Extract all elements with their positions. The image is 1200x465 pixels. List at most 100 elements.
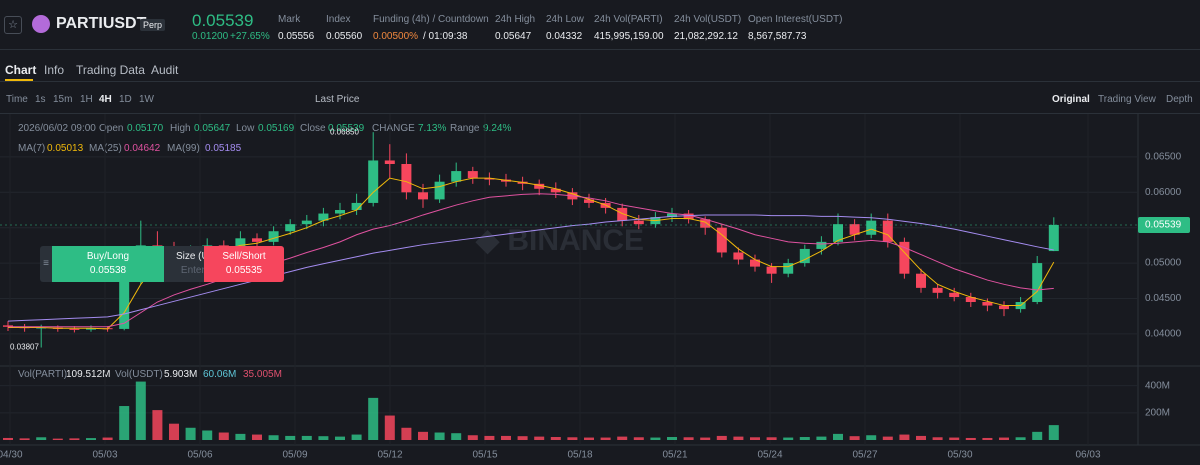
candle-body (484, 178, 495, 180)
volume-bar (69, 438, 80, 440)
volume-bar (667, 437, 677, 440)
interval[interactable]: 1H (80, 94, 93, 105)
x-tick-label: 05/15 (472, 450, 497, 461)
volume-bar (202, 430, 213, 440)
tab[interactable]: Info (44, 63, 65, 77)
volume-bar (1032, 431, 1043, 440)
candle-body (716, 227, 727, 253)
x-tick-label: 06/03 (1075, 450, 1100, 461)
sell-button[interactable]: Sell/Short 0.05535 (204, 246, 284, 282)
candle-body (368, 160, 379, 203)
volume-bar (252, 434, 262, 440)
volume-bar (418, 431, 428, 440)
candle-body (633, 220, 644, 225)
volume-bar (899, 434, 910, 440)
volume-bar (86, 438, 96, 440)
x-tick-label: 05/18 (567, 450, 592, 461)
volume-bar (733, 436, 744, 440)
candle-body (318, 213, 329, 221)
favorite-star[interactable]: ☆ (4, 16, 22, 34)
legend-label: Range (450, 123, 480, 134)
volume-bar (401, 427, 412, 440)
volume-bar (36, 437, 47, 440)
candle-body (401, 164, 412, 193)
vol-label: Vol(USDT) (115, 369, 163, 380)
volume-bar (799, 437, 810, 440)
candle-body (335, 210, 345, 214)
volume-bar (102, 437, 113, 440)
legend-label: Low (236, 123, 255, 134)
vol-label: Vol(PARTI) (18, 369, 68, 380)
interval[interactable]: 15m (53, 94, 73, 105)
y-tick-label: 0.05000 (1145, 258, 1182, 269)
view-option[interactable]: Trading View (1098, 94, 1156, 105)
stat-value: 0.00500% (373, 31, 419, 42)
legend-date: 2026/06/02 09:00 (18, 123, 96, 134)
volume-bar (849, 436, 860, 440)
candle-body (1032, 263, 1043, 303)
tab[interactable]: Trading Data (76, 63, 145, 77)
volume-bar (368, 397, 379, 440)
volume-bar (467, 435, 478, 440)
symbol[interactable]: PARTIUSDT (56, 15, 147, 32)
volume-bar (949, 437, 960, 440)
volume-bar (351, 434, 362, 440)
price-tag (1138, 216, 1190, 233)
tab[interactable]: Audit (151, 63, 179, 77)
candle-body (816, 241, 827, 249)
buy-button[interactable]: Buy/Long 0.05538 (52, 246, 164, 282)
tab[interactable]: Chart (5, 63, 37, 77)
stat-label: Funding (4h) / Countdown (373, 14, 489, 25)
x-tick-label: 05/06 (187, 450, 212, 461)
candle-body (617, 207, 628, 221)
candle-body (550, 188, 561, 193)
volume-bar (451, 433, 462, 440)
stat-value: 0.04332 (546, 31, 583, 42)
ma-label: MA(99) (167, 143, 200, 154)
volume-bar (152, 410, 163, 440)
drag-handle[interactable]: ≡ (43, 258, 49, 269)
volume-bar (517, 436, 528, 440)
view-option[interactable]: Original (1052, 94, 1090, 105)
volume-bar (1015, 437, 1026, 440)
candle-body (1048, 224, 1059, 252)
x-tick-label: 05/09 (282, 450, 307, 461)
stat-value: 0.05556 (278, 31, 315, 42)
stat-label: Open Interest(USDT) (748, 14, 843, 25)
candle-body (451, 171, 462, 182)
candle-body (268, 231, 279, 242)
volume-bar (119, 406, 130, 440)
candle-body (899, 241, 910, 274)
y-tick-label: 400M (1145, 380, 1170, 391)
volume-bar (1048, 425, 1059, 440)
ma-line (7, 214, 1054, 322)
candle-body (799, 248, 810, 264)
volume-bar (683, 437, 694, 440)
legend-label: CHANGE (372, 123, 415, 134)
volume-bar (567, 437, 578, 440)
stat-label: 24h High (495, 14, 536, 25)
volume-bar (633, 437, 644, 440)
y-tick-label: 0.04000 (1145, 329, 1182, 340)
volume-bar (932, 437, 943, 440)
candle-body (467, 171, 478, 179)
interval[interactable]: 1D (119, 94, 132, 105)
candle-body (584, 199, 594, 203)
y-tick-label: 0.04500 (1145, 293, 1182, 304)
interval[interactable]: 1W (139, 94, 154, 105)
price-change: 0.01200 (192, 31, 229, 42)
volume-bar (318, 436, 329, 440)
vol-value: 60.06M (203, 369, 237, 380)
candle-body (86, 328, 96, 330)
interval[interactable]: 1s (35, 94, 46, 105)
candle-body (866, 220, 877, 235)
interval[interactable]: 4H (99, 94, 112, 105)
candle-body (700, 219, 711, 228)
candle-body (965, 297, 976, 303)
volume-bar (650, 437, 661, 440)
candle-body (783, 263, 794, 274)
view-option[interactable]: Depth (1166, 94, 1193, 105)
coin-icon (32, 15, 50, 33)
price-type[interactable]: Last Price (315, 94, 360, 105)
volume-bar (169, 423, 179, 440)
